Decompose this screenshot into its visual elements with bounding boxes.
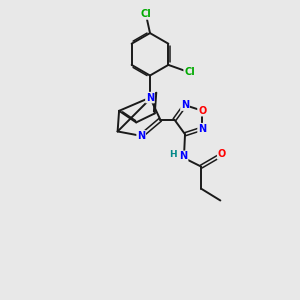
Text: N: N [146, 93, 154, 103]
Text: N: N [137, 131, 145, 141]
Text: Cl: Cl [140, 9, 151, 19]
Text: N: N [179, 151, 188, 161]
Text: N: N [181, 100, 189, 110]
Text: H: H [169, 150, 177, 159]
Text: N: N [198, 124, 206, 134]
Text: O: O [218, 149, 226, 159]
Text: Cl: Cl [184, 67, 195, 77]
Text: O: O [198, 106, 206, 116]
